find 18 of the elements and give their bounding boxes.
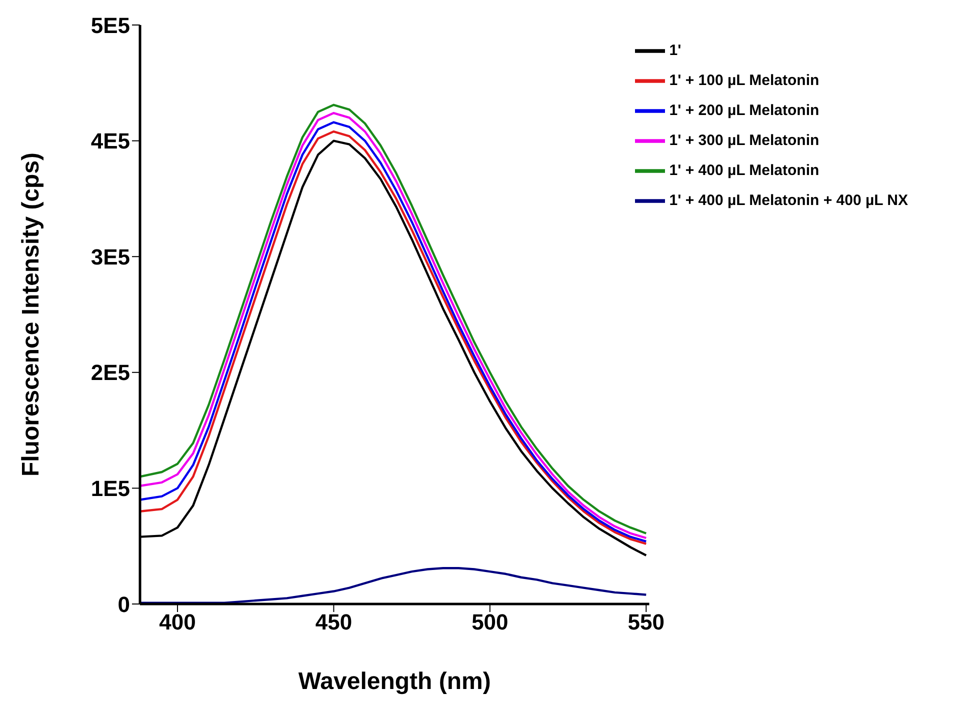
legend-label: 1' + 200 µL Melatonin xyxy=(669,102,820,119)
y-tick-label: 3E5 xyxy=(90,244,130,270)
y-tick-label: 0 xyxy=(118,592,130,617)
legend-label: 1' + 300 µL Melatonin xyxy=(669,132,820,149)
x-axis-title: Wavelength (nm) xyxy=(298,668,491,695)
legend-label: 1' + 400 µL Melatonin xyxy=(669,162,820,179)
x-tick-label: 550 xyxy=(628,610,664,635)
legend-label: 1' + 100 µL Melatonin xyxy=(669,72,820,89)
legend-label: 1' xyxy=(669,42,682,59)
y-tick-label: 1E5 xyxy=(90,476,130,502)
y-axis-title: Fluorescence Intensity (cps) xyxy=(18,152,45,477)
x-tick-label: 500 xyxy=(472,610,508,635)
y-tick-label: 4E5 xyxy=(90,128,130,154)
x-tick-label: 450 xyxy=(315,610,352,635)
y-tick-label: 5E5 xyxy=(90,12,130,38)
y-tick-label: 2E5 xyxy=(90,360,130,386)
legend-label: 1' + 400 µL Melatonin + 400 µL NX xyxy=(669,192,908,209)
x-tick-label: 400 xyxy=(159,610,196,635)
